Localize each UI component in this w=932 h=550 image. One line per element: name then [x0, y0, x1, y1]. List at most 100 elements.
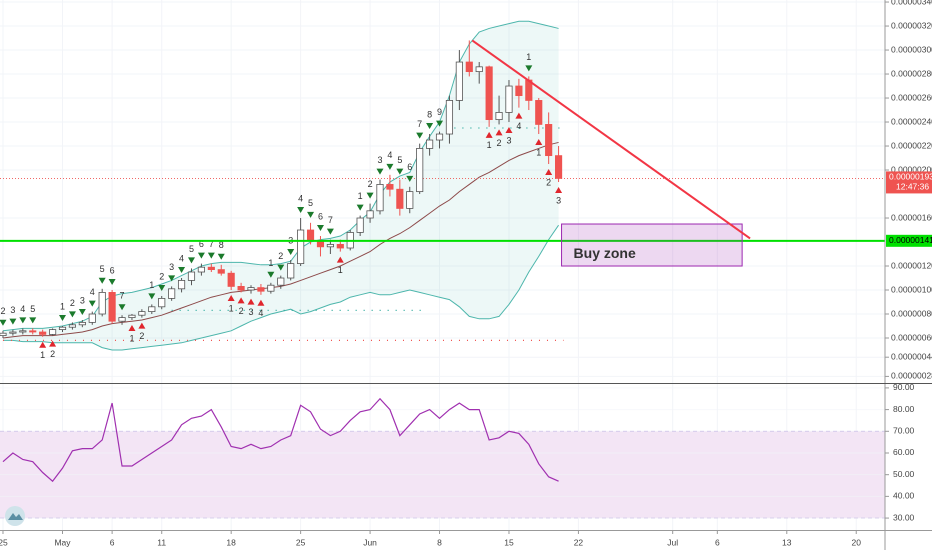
- td-count: 4: [20, 304, 25, 314]
- td-count: 7: [209, 239, 214, 249]
- td-count: 3: [10, 305, 15, 315]
- td-count: 1: [338, 265, 343, 275]
- td-count: 2: [50, 349, 55, 359]
- td-marker: [118, 304, 126, 311]
- x-tick-label: May: [54, 537, 71, 547]
- candle-body: [416, 148, 424, 193]
- td-count: 8: [427, 109, 432, 119]
- y-tick-label: 30.00: [893, 512, 915, 522]
- candle-body: [19, 330, 27, 333]
- candle-body: [336, 244, 344, 249]
- candle-body: [306, 229, 315, 242]
- y-tick-label: 0.00000060: [891, 332, 932, 342]
- x-tick-label: Jun: [363, 537, 377, 547]
- td-count: 1: [526, 52, 531, 62]
- td-marker: [545, 169, 553, 176]
- td-marker: [287, 249, 295, 256]
- band-upper: [2, 20, 559, 332]
- x-tick-label: 18: [226, 537, 236, 547]
- td-marker: [515, 112, 523, 119]
- td-count: 3: [377, 155, 382, 165]
- price-label: 0.00000193: [889, 172, 932, 182]
- td-marker: [326, 228, 334, 235]
- td-marker: [297, 207, 305, 214]
- x-tick-label: 13: [782, 537, 792, 547]
- td-marker: [505, 127, 513, 134]
- td-marker: [39, 341, 47, 348]
- price-countdown: 12:47:36: [896, 182, 929, 192]
- candle-body: [545, 124, 553, 157]
- td-marker: [336, 256, 344, 263]
- td-count: 1: [129, 333, 134, 343]
- td-marker: [316, 225, 324, 232]
- x-tick-label: Jul: [667, 537, 678, 547]
- td-marker: [197, 252, 205, 259]
- candle-body: [495, 112, 503, 121]
- td-marker: [535, 139, 543, 146]
- candle-body: [148, 306, 156, 313]
- td-marker: [366, 192, 374, 199]
- candle-body: [49, 329, 57, 335]
- td-marker: [0, 319, 7, 326]
- candle-body: [485, 66, 493, 121]
- candle-body: [68, 324, 77, 328]
- td-count: 5: [397, 155, 402, 165]
- y-tick-label: 0.00000320: [891, 20, 932, 30]
- x-tick-label: 6: [110, 537, 115, 547]
- y-tick-label: 90.00: [893, 382, 915, 392]
- td-count: 1: [268, 258, 273, 268]
- x-tick-label: 15: [504, 537, 514, 547]
- candle-body: [128, 314, 136, 319]
- y-tick-label: 0.00000028: [891, 371, 932, 381]
- td-count: 7: [328, 215, 333, 225]
- candle-body: [297, 229, 305, 265]
- td-marker: [227, 295, 235, 302]
- candle-body: [396, 188, 404, 209]
- td-marker: [277, 264, 285, 271]
- candle-body: [0, 332, 7, 337]
- candle-body: [118, 317, 126, 322]
- td-count: 4: [90, 287, 95, 297]
- td-count: 4: [516, 121, 521, 131]
- rsi-pane: [0, 384, 885, 530]
- y-tick-label: 0.00000100: [891, 284, 932, 294]
- candle-body: [168, 288, 176, 299]
- x-tick-label: 22: [574, 537, 584, 547]
- candle-body: [29, 330, 37, 333]
- td-count: 5: [30, 304, 35, 314]
- td-marker: [98, 277, 106, 284]
- td-marker: [29, 317, 37, 324]
- td-marker: [436, 120, 444, 127]
- td-count: 2: [368, 179, 373, 189]
- td-count: 5: [189, 244, 194, 254]
- td-count: 9: [437, 107, 442, 117]
- td-count: 6: [318, 211, 323, 221]
- candle-body: [287, 263, 295, 279]
- td-marker: [495, 129, 503, 136]
- td-count: 6: [407, 162, 412, 172]
- y-tick-label: 0.00000200: [891, 164, 932, 174]
- td-marker: [525, 65, 533, 72]
- trend-line: [471, 39, 751, 240]
- td-count: 4: [258, 308, 263, 318]
- y-tick-label: 60.00: [893, 447, 915, 457]
- td-marker: [555, 187, 563, 194]
- td-marker: [217, 253, 225, 260]
- td-marker: [128, 325, 136, 332]
- logo: [5, 506, 25, 526]
- price-label-box: [886, 171, 932, 194]
- candle-body: [555, 155, 563, 179]
- candle-body: [366, 210, 374, 219]
- candle-body: [455, 61, 463, 101]
- candle-body: [435, 133, 444, 141]
- candle-body: [267, 284, 275, 292]
- candle-body: [475, 66, 483, 73]
- candle-body: [247, 287, 255, 291]
- td-marker: [406, 175, 414, 182]
- td-count: 1: [487, 140, 492, 150]
- td-count: 1: [40, 350, 45, 360]
- line-label: 0.00000141: [889, 235, 932, 245]
- td-marker: [257, 299, 265, 306]
- td-marker: [178, 267, 186, 274]
- rsi-line: [2, 397, 559, 483]
